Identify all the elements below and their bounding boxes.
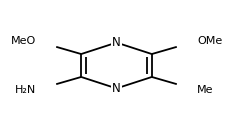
Text: H₂N: H₂N (14, 85, 36, 95)
Text: N: N (112, 36, 121, 49)
Text: Me: Me (197, 85, 214, 95)
Text: MeO: MeO (10, 36, 36, 46)
Text: N: N (112, 82, 121, 95)
Text: OMe: OMe (197, 36, 223, 46)
